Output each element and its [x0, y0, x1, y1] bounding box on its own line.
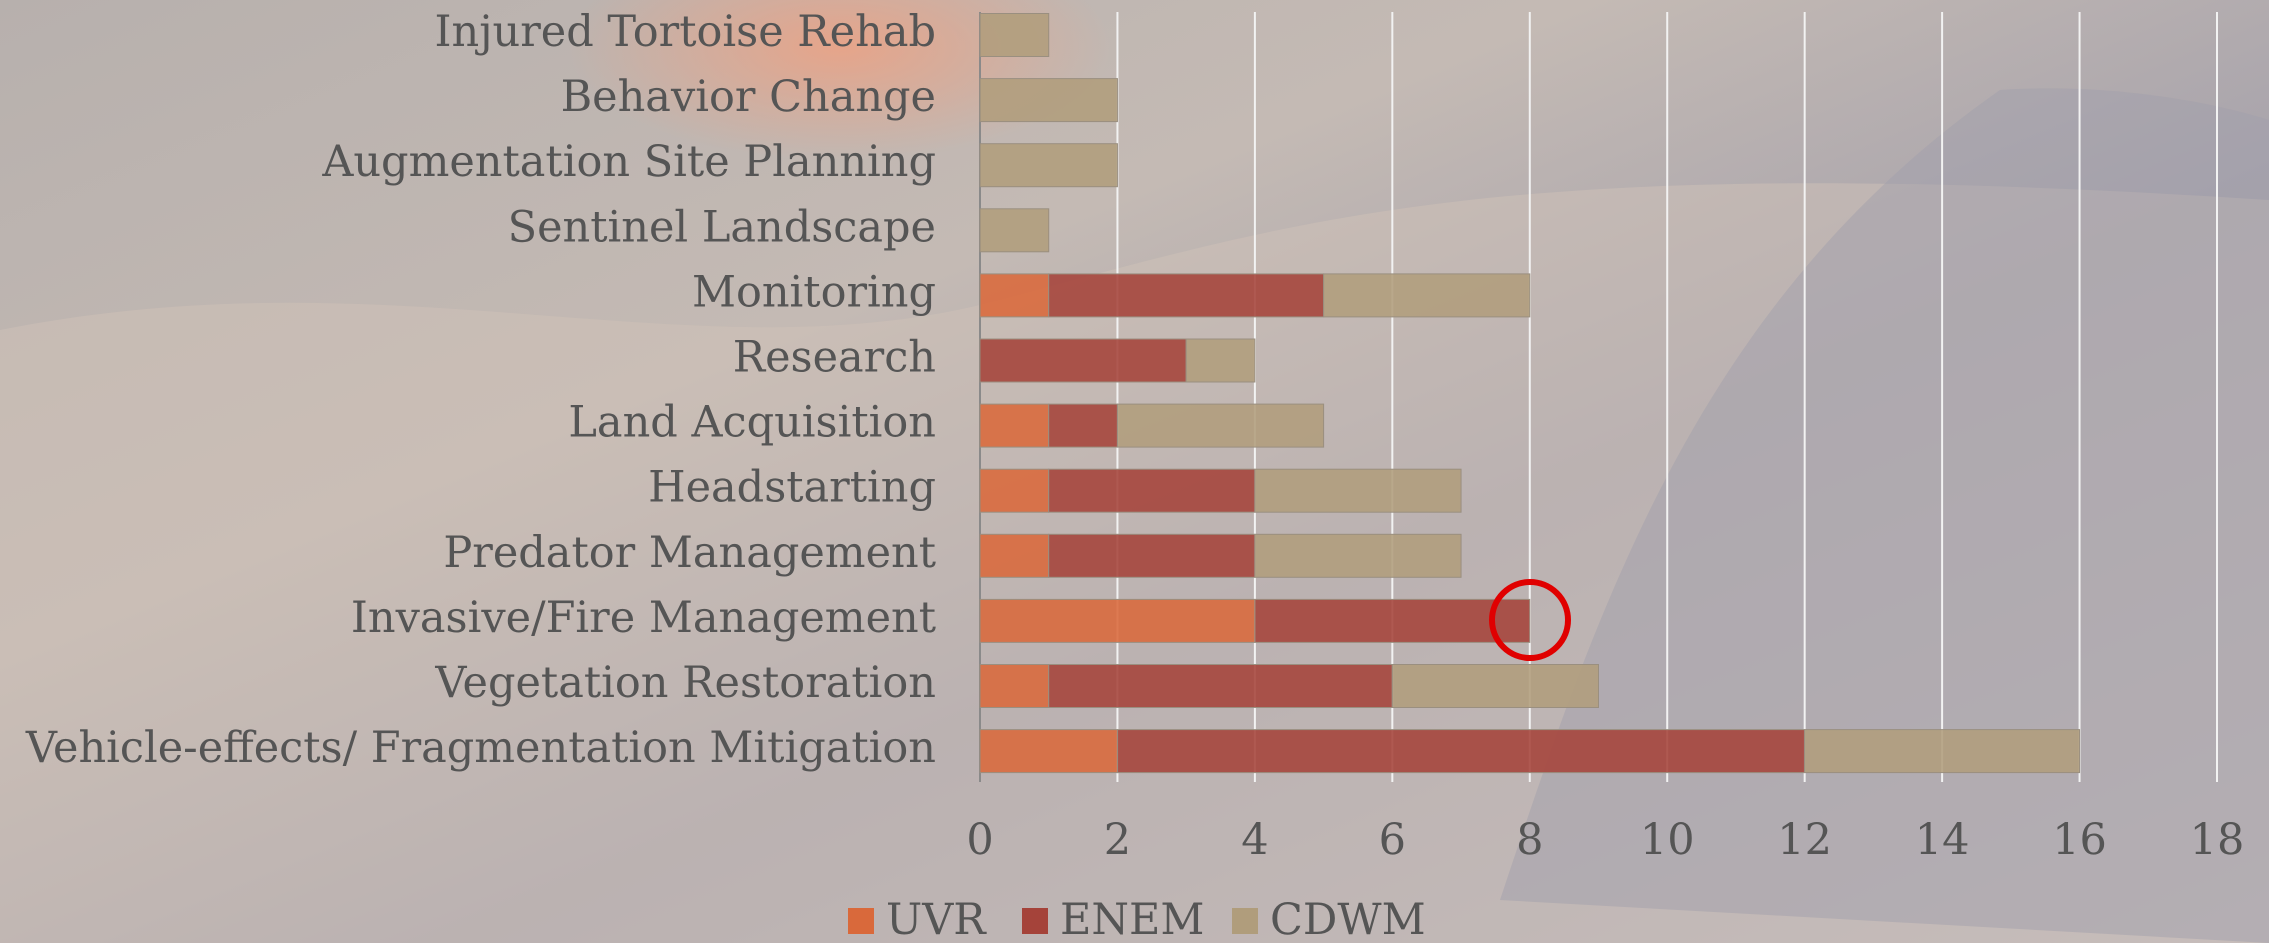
bar-segment — [979, 338, 1187, 383]
y-tick-label: Injured Tortoise Rehab — [435, 7, 936, 57]
x-tick-label: 18 — [2190, 815, 2245, 865]
bar-segment — [1048, 468, 1256, 513]
bar-segment — [979, 468, 1050, 513]
x-tick-label: 0 — [966, 815, 993, 865]
legend-label: ENEM — [1060, 895, 1204, 943]
bar-segment — [979, 208, 1050, 253]
bar-segment — [979, 78, 1118, 123]
bar-segment — [1048, 403, 1118, 448]
y-tick-label: Vehicle-effects/ Fragmentation Mitigatio… — [25, 723, 936, 773]
bar-segment — [1048, 533, 1256, 578]
legend-label: UVR — [886, 895, 987, 943]
y-tick-label: Behavior Change — [561, 72, 936, 122]
bar-segment — [979, 273, 1050, 318]
x-tick-label: 2 — [1104, 815, 1131, 865]
bar-segment — [1323, 273, 1531, 318]
bar-segment — [979, 403, 1050, 448]
y-tick-label: Research — [733, 333, 936, 383]
y-tick-label: Vegetation Restoration — [434, 658, 936, 708]
bar-segment — [1254, 533, 1462, 578]
bar-segment — [979, 664, 1050, 708]
y-tick-label: Land Acquisition — [568, 398, 936, 448]
x-tick-label: 16 — [2052, 815, 2107, 865]
bar-segment — [979, 598, 1256, 643]
bar-segment — [1254, 598, 1531, 643]
highlight-circle — [1489, 579, 1571, 661]
bar-segment — [979, 533, 1050, 578]
bar-segment — [1116, 729, 1806, 774]
bar-segment — [1116, 403, 1325, 448]
y-tick-label: Monitoring — [692, 267, 936, 317]
bar-segment — [1185, 338, 1256, 383]
bar-segment — [979, 13, 1050, 57]
y-tick-label: Invasive/Fire Management — [351, 593, 936, 643]
plot: 0 2 4 6 8 10 12 14 16 18 Injured Tortoise Rehab Beh… — [25, 7, 2244, 943]
y-tick-label: Augmentation Site Planning — [321, 137, 936, 187]
legend-label: CDWM — [1270, 895, 1426, 943]
x-tick-label: 8 — [1516, 815, 1543, 865]
x-tick-label: 12 — [1777, 815, 1832, 865]
legend-swatch — [1232, 908, 1258, 934]
bar-segment — [1804, 729, 2081, 774]
bar-segment — [979, 729, 1118, 774]
bar-segment — [1048, 664, 1393, 708]
x-tick-label: 14 — [1915, 815, 1970, 865]
x-tick-label: 10 — [1640, 815, 1695, 865]
bar-segment — [1391, 664, 1600, 708]
y-tick-label: Predator Management — [443, 528, 936, 578]
y-tick-label: Sentinel Landscape — [508, 202, 936, 252]
legend-swatch — [848, 908, 874, 934]
bar-segment — [979, 143, 1118, 188]
legend-swatch — [1022, 908, 1048, 934]
x-tick-label: 6 — [1379, 815, 1406, 865]
bar-segment — [1254, 468, 1462, 513]
bar-segment — [1048, 273, 1325, 318]
y-tick-label: Headstarting — [648, 463, 936, 513]
x-tick-label: 4 — [1241, 815, 1268, 865]
